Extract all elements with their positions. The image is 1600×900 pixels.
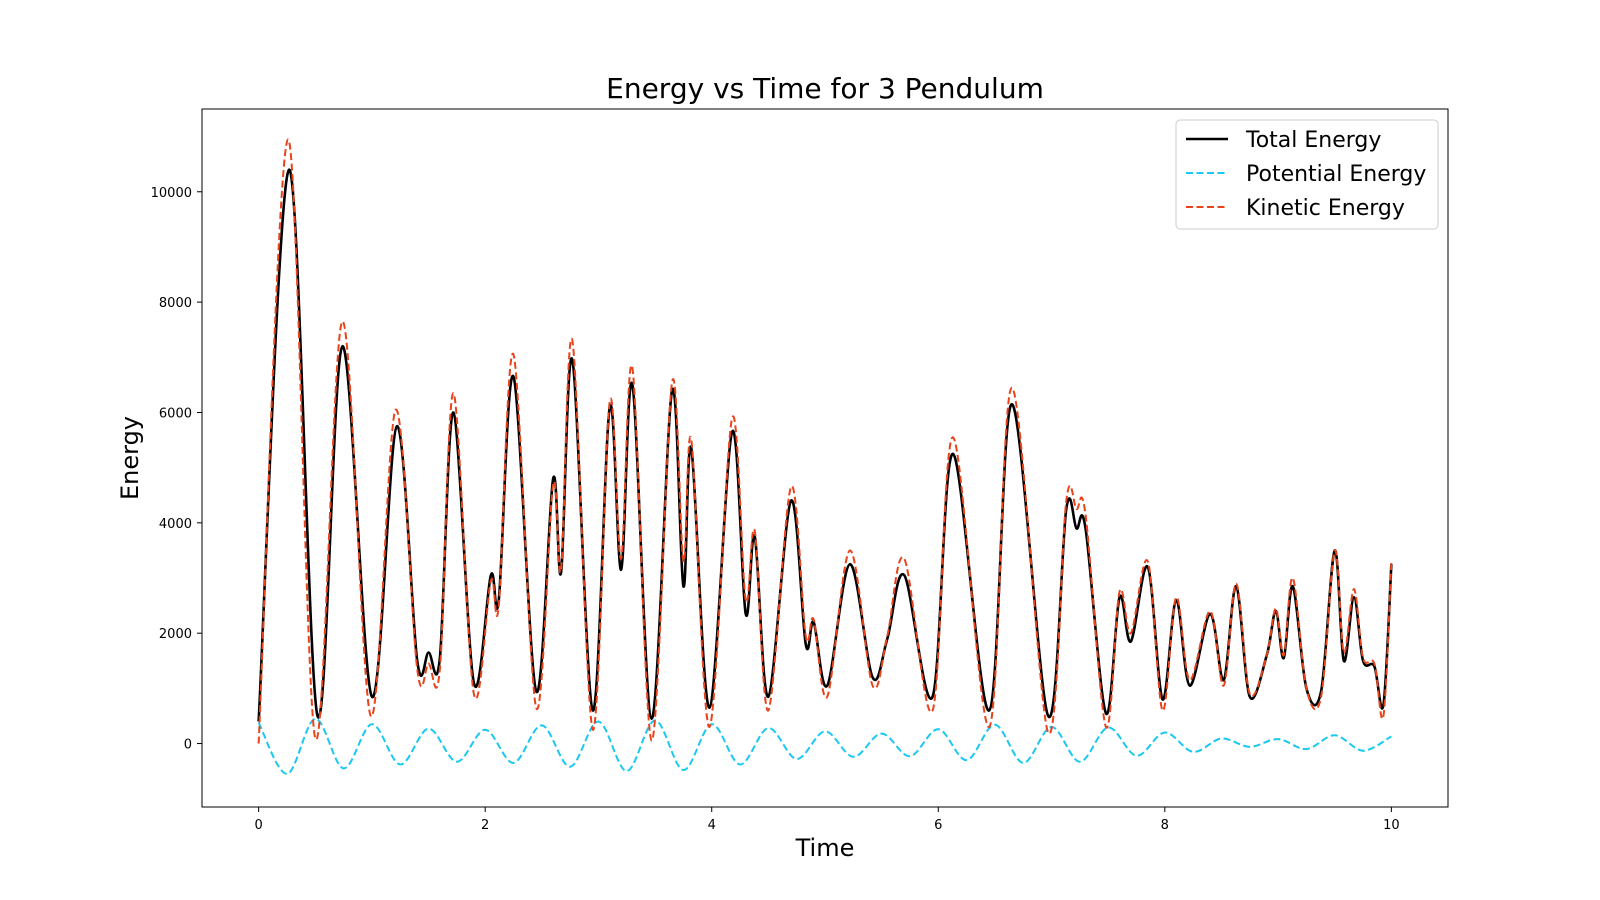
series-lines [257,138,1393,775]
y-tick-label: 2000 [159,627,192,642]
x-tick-label: 6 [934,818,942,833]
series-line-potential-energy [257,717,1392,775]
legend-label-kinetic-energy: Kinetic Energy [1246,196,1405,221]
y-tick-label: 0 [184,738,192,753]
x-tick-label: 0 [254,818,262,833]
y-tick-label: 10000 [151,186,192,201]
series-line-kinetic-energy [257,138,1393,744]
x-tick-label: 10 [1383,818,1400,833]
chart-title: Energy vs Time for 3 Pendulum [606,72,1044,105]
x-tick-label: 2 [481,818,489,833]
y-tick-label: 6000 [159,406,192,421]
x-tick-label: 8 [1161,818,1169,833]
y-axis-ticks: 0 2000 4000 6000 8000 10000 [151,186,202,753]
x-tick-label: 4 [708,818,716,833]
legend-box [1175,119,1439,230]
y-tick-label: 4000 [159,517,192,532]
series-line-total-energy [257,168,1393,722]
legend: Total Energy Potential Energy Kinetic En… [1175,119,1439,230]
legend-label-total-energy: Total Energy [1245,128,1381,153]
x-axis-ticks: 0 2 4 6 8 10 [254,807,1400,833]
y-axis-label: Energy [116,416,144,500]
plot-frame [201,108,1449,808]
y-tick-label: 8000 [159,296,192,311]
legend-label-potential-energy: Potential Energy [1246,162,1426,187]
x-axis-label: Time [795,834,855,862]
